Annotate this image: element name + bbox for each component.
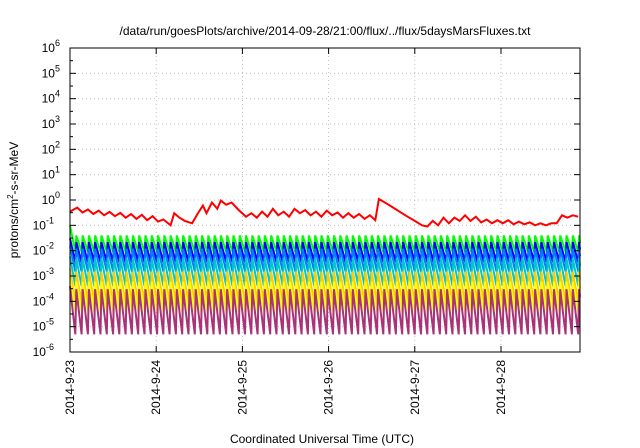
y-tick-exponent: -2 xyxy=(46,241,54,251)
y-tick-exponent: 3 xyxy=(55,114,60,124)
y-tick-mantissa: 10 xyxy=(42,117,56,131)
y-tick-label: 102 xyxy=(42,139,60,156)
y-tick-mantissa: 10 xyxy=(42,193,56,207)
x-tick-label: 2014-9-28 xyxy=(494,360,508,415)
y-tick-mantissa: 10 xyxy=(33,320,47,334)
x-tick-label: 2014-9-23 xyxy=(63,360,77,415)
y-tick-label: 10-5 xyxy=(33,317,54,334)
y-tick-exponent: 5 xyxy=(55,63,60,73)
x-tick-label: 2014-9-26 xyxy=(322,360,336,415)
y-tick-mantissa: 10 xyxy=(42,41,56,55)
y-axis-label-rest: -s-sr-MeV xyxy=(7,142,21,195)
y-tick-exponent: -3 xyxy=(46,266,54,276)
series-group xyxy=(69,197,581,335)
y-tick-exponent: -4 xyxy=(46,291,54,301)
y-tick-mantissa: 10 xyxy=(33,218,47,232)
y-tick-exponent: 6 xyxy=(55,38,60,48)
y-tick-label: 10-6 xyxy=(33,342,54,359)
y-tick-exponent: 4 xyxy=(55,89,60,99)
y-tick-label: 10-2 xyxy=(33,241,54,258)
y-tick-mantissa: 10 xyxy=(33,269,47,283)
y-tick-label: 100 xyxy=(42,190,60,207)
y-tick-label: 104 xyxy=(42,89,60,106)
y-axis-label: protons/cm2-s-sr-MeV xyxy=(6,142,21,258)
series-line-1 xyxy=(69,197,579,228)
y-tick-mantissa: 10 xyxy=(42,142,56,156)
y-tick-label: 103 xyxy=(42,114,60,131)
y-tick-mantissa: 10 xyxy=(33,294,47,308)
y-tick-mantissa: 10 xyxy=(33,244,47,258)
y-tick-mantissa: 10 xyxy=(42,168,56,182)
x-axis-label: Coordinated Universal Time (UTC) xyxy=(230,432,414,446)
y-tick-label: 10-1 xyxy=(33,215,54,232)
y-tick-mantissa: 10 xyxy=(42,92,56,106)
y-tick-label: 105 xyxy=(42,63,60,80)
y-axis-label-sup: 2 xyxy=(6,194,15,199)
y-tick-exponent: 0 xyxy=(55,190,60,200)
y-tick-mantissa: 10 xyxy=(33,345,47,359)
y-tick-label: 101 xyxy=(42,165,60,182)
x-tick-label: 2014-9-25 xyxy=(235,360,249,415)
y-tick-exponent: -5 xyxy=(46,317,54,327)
y-tick-exponent: 2 xyxy=(55,139,60,149)
x-tick-label: 2014-9-27 xyxy=(408,360,422,415)
y-tick-exponent: -6 xyxy=(46,342,54,352)
y-ticks: 10-610-510-410-310-210-11001011021031041… xyxy=(33,38,580,359)
chart-title: /data/run/goesPlots/archive/2014-09-28/2… xyxy=(120,24,532,38)
y-tick-exponent: 1 xyxy=(55,165,60,175)
series-line-8 xyxy=(69,285,581,335)
x-tick-label: 2014-9-24 xyxy=(149,360,163,415)
y-tick-mantissa: 10 xyxy=(42,66,56,80)
x-ticks: 2014-9-23 2014-9-24 2014-9-25 2014-9-26 2014… xyxy=(63,48,508,415)
y-tick-label: 10-4 xyxy=(33,291,54,308)
y-axis-label-base: protons/cm xyxy=(7,199,21,258)
y-tick-exponent: -1 xyxy=(46,215,54,225)
y-tick-label: 106 xyxy=(42,38,60,55)
y-tick-label: 10-3 xyxy=(33,266,54,283)
